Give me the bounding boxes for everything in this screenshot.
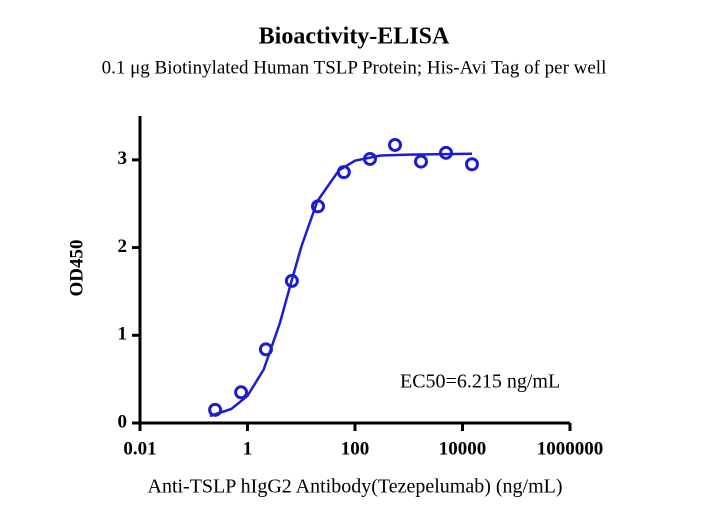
- y-tick-label: 0: [118, 411, 128, 432]
- x-tick-label: 1000000: [537, 438, 604, 459]
- data-point: [388, 137, 403, 152]
- chart-subtitle: 0.1 μg Biotinylated Human TSLP Protein; …: [102, 57, 607, 78]
- data-point: [234, 385, 249, 400]
- y-axis-label: OD450: [66, 240, 87, 297]
- x-tick-label: 1: [243, 438, 253, 459]
- y-tick-label: 2: [118, 236, 128, 257]
- data-point: [284, 273, 299, 288]
- x-axis-label: Anti-TSLP hIgG2 Antibody(Tezepelumab) (n…: [148, 476, 563, 498]
- data-point: [464, 157, 479, 172]
- data-point: [208, 402, 223, 417]
- fit-curve: [209, 152, 473, 418]
- x-tick-label: 0.01: [123, 438, 156, 459]
- data-point: [362, 151, 377, 166]
- data-point: [413, 154, 428, 169]
- y-tick-label: 3: [118, 148, 128, 169]
- data-point: [311, 199, 326, 214]
- data-point: [336, 165, 351, 180]
- x-tick-label: 10000: [439, 438, 487, 459]
- data-point: [438, 145, 453, 160]
- x-tick-label: 100: [341, 438, 370, 459]
- chart-title: Bioactivity-ELISA: [259, 24, 450, 50]
- annotation: EC50=6.215 ng/mL: [400, 371, 560, 393]
- y-tick-label: 1: [118, 324, 128, 345]
- data-point: [258, 342, 273, 357]
